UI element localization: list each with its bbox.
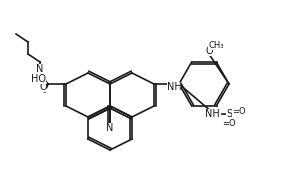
Text: S: S: [226, 109, 232, 119]
Text: =O: =O: [222, 119, 236, 127]
Text: NH: NH: [167, 82, 181, 92]
Text: =O: =O: [232, 107, 246, 115]
Text: O: O: [39, 82, 47, 92]
Text: HO: HO: [30, 74, 45, 84]
Text: N: N: [36, 64, 44, 74]
Text: CH₃: CH₃: [208, 41, 224, 50]
Text: O: O: [205, 46, 213, 56]
Text: NH: NH: [205, 109, 219, 119]
Text: N: N: [106, 123, 114, 133]
